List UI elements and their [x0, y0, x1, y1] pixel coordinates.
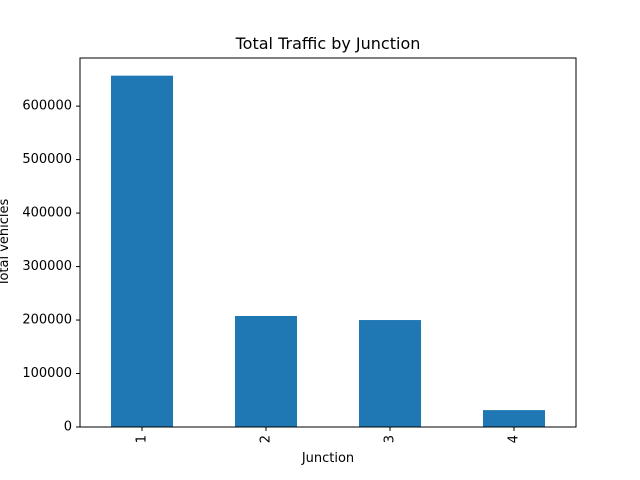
- y-tick-label: 0: [64, 420, 72, 435]
- y-axis-label: Total vehicles: [0, 198, 12, 287]
- x-axis-label: Junction: [301, 451, 354, 466]
- y-tick-label: 500000: [22, 152, 72, 167]
- bar-junction-2: [235, 315, 297, 427]
- y-tick-label: 300000: [22, 259, 72, 274]
- bar-junction-4: [483, 410, 545, 427]
- y-tick-label: 100000: [22, 366, 72, 381]
- y-tick-label: 200000: [22, 313, 72, 328]
- x-tick-label: 4: [507, 435, 522, 443]
- x-tick-label: 1: [135, 435, 150, 443]
- bar-junction-1: [111, 75, 173, 427]
- chart-title: Total Traffic by Junction: [235, 34, 421, 53]
- plot-frame: [79, 57, 577, 428]
- bar-junction-3: [359, 320, 421, 427]
- bars-layer: [111, 75, 545, 427]
- ticks-layer: 1 2 3 4 0 100000 200000 300000 400000 500000 60000…: [22, 99, 521, 444]
- y-tick-label: 600000: [22, 99, 72, 114]
- y-tick-label: 400000: [22, 206, 72, 221]
- x-tick-label: 3: [383, 435, 398, 443]
- x-tick-label: 2: [259, 435, 274, 443]
